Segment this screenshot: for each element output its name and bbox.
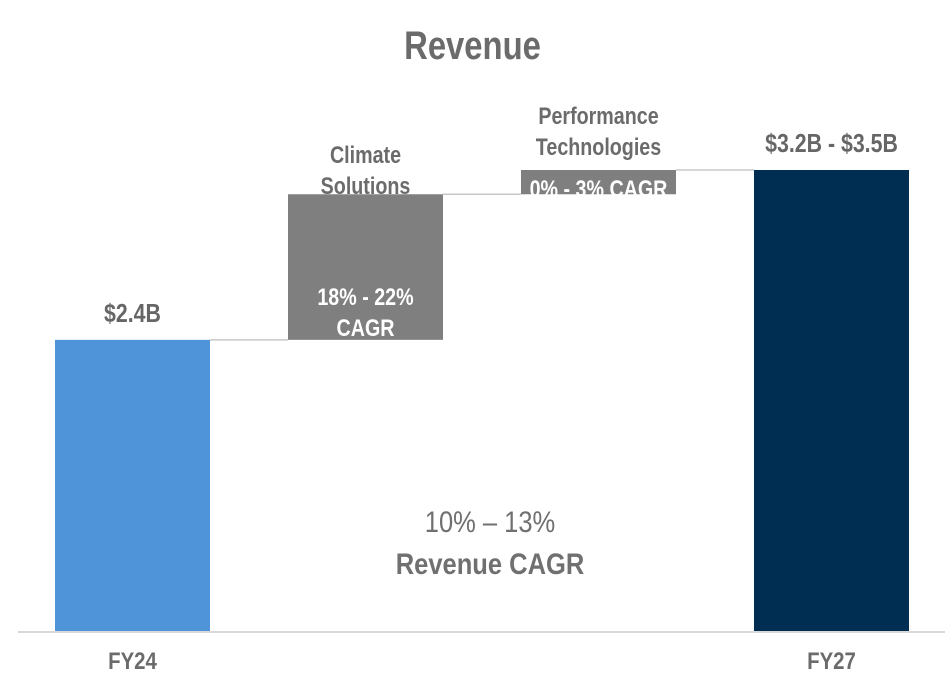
bar-fy27 — [754, 170, 909, 631]
category-label-performance-technologies: Technologies — [535, 134, 662, 161]
annotation-cagr-text: Revenue CAGR — [395, 548, 585, 581]
inside-label-performance-technologies: 0% - 3% CAGR — [529, 176, 668, 203]
value-label-fy27: $3.2B - $3.5B — [765, 128, 898, 158]
bar-climate-solutions — [288, 194, 443, 340]
annotation-cagr-range: 10% – 13% — [424, 506, 556, 539]
category-label-climate-solutions: Solutions — [320, 173, 411, 200]
bar-fy24 — [55, 339, 210, 631]
value-label-fy24: $2.4B — [104, 297, 161, 328]
chart-title: Revenue — [404, 24, 541, 68]
x-tick-label-fy24: FY24 — [108, 648, 157, 675]
category-label-performance-technologies: Performance — [538, 103, 659, 130]
bar-performance-technologies — [521, 170, 676, 195]
category-label-climate-solutions: Climate — [329, 142, 402, 169]
inside-label-climate-solutions: CAGR — [336, 315, 395, 342]
x-tick-label-fy27: FY27 — [807, 648, 856, 675]
inside-label-climate-solutions: 18% - 22% — [317, 284, 414, 311]
